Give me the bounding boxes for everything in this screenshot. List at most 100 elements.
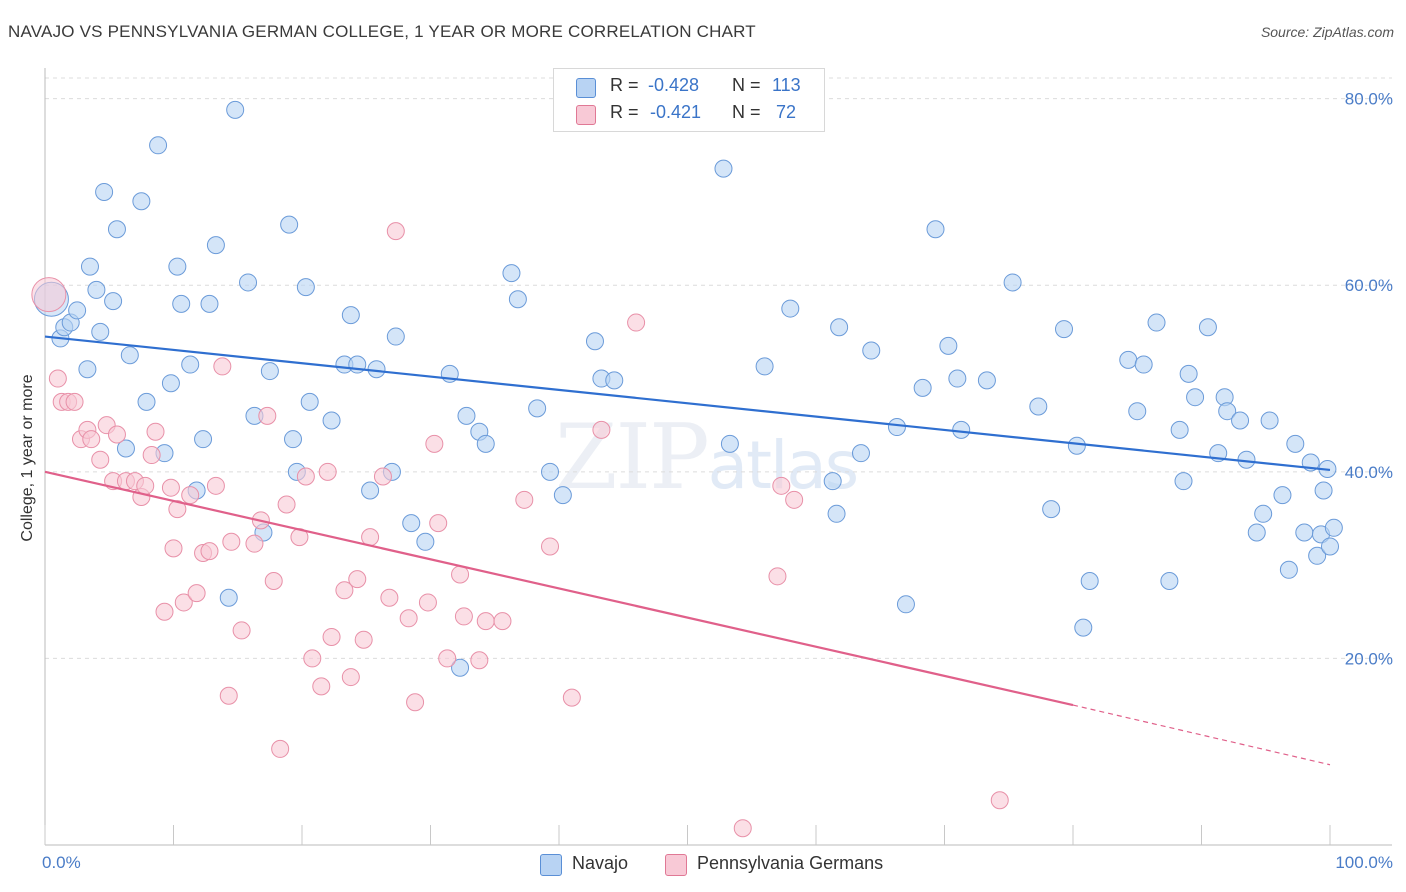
pa-german-point xyxy=(476,612,495,631)
navajo-point xyxy=(827,504,846,523)
navajo-point xyxy=(284,430,303,449)
navajo-point xyxy=(1003,273,1022,292)
pa-german-point xyxy=(322,627,341,646)
navajo-point xyxy=(1314,481,1333,500)
pa-german-point xyxy=(296,467,315,486)
pa-german-point xyxy=(768,567,787,586)
navajo-point xyxy=(952,420,971,439)
navajo-point xyxy=(168,257,187,276)
pa-german-point xyxy=(406,693,425,712)
navajo-point xyxy=(896,595,915,614)
navajo-point xyxy=(206,236,225,255)
navajo-point xyxy=(1273,486,1292,505)
navajo-point xyxy=(1174,472,1193,491)
navajo-point xyxy=(528,399,547,418)
pa-german-point xyxy=(200,542,219,561)
navajo-point xyxy=(341,306,360,325)
navajo-point xyxy=(296,278,315,297)
pa-german-point xyxy=(627,313,646,332)
navajo-point xyxy=(1254,504,1273,523)
navajo-point xyxy=(149,136,168,155)
pa-german-point xyxy=(592,420,611,439)
navajo-point xyxy=(926,220,945,239)
legend-n-label: N = xyxy=(732,75,761,95)
navajo-point xyxy=(862,341,881,360)
pa-german-point xyxy=(386,222,405,241)
navajo-point xyxy=(451,658,470,677)
pa-german-point xyxy=(219,686,238,705)
navajo-point xyxy=(457,406,476,425)
pa-german-point xyxy=(264,571,283,590)
navajo-point xyxy=(1321,537,1339,556)
navajo-point xyxy=(1128,402,1147,421)
legend-r-label: R = xyxy=(610,102,639,122)
pa-german-point xyxy=(303,649,322,668)
pa-german-point xyxy=(348,570,367,589)
legend-r-label: R = xyxy=(610,75,639,95)
bottom-legend-label-pa-german: Pennsylvania Germans xyxy=(697,853,884,873)
navajo-point xyxy=(1080,571,1099,590)
navajo-point xyxy=(948,369,967,388)
pa-german-point xyxy=(451,565,470,584)
navajo-point xyxy=(913,378,932,397)
pa-german-point xyxy=(181,486,200,505)
pa-german-point xyxy=(277,495,296,514)
pa-german-point xyxy=(245,534,264,553)
navajo-point xyxy=(1286,434,1305,453)
navajo-point xyxy=(502,264,521,283)
navajo-point xyxy=(1160,571,1179,590)
navajo-point xyxy=(200,294,219,313)
navajo-point xyxy=(78,360,97,379)
pa-german-point xyxy=(438,649,457,668)
pa-german-point xyxy=(515,490,534,509)
navajo-point xyxy=(1042,500,1061,519)
navajo-point xyxy=(1279,560,1298,579)
navajo-point xyxy=(226,100,245,119)
navajo-point xyxy=(1295,523,1314,542)
navajo-point xyxy=(1029,397,1048,416)
pa-german-point xyxy=(174,593,193,612)
navajo-point xyxy=(508,290,527,309)
navajo-point xyxy=(1231,411,1250,430)
pa-german-point xyxy=(335,581,354,600)
pa-german-point xyxy=(222,532,241,551)
navajo-point xyxy=(107,220,126,239)
navajo-point xyxy=(116,439,135,458)
navajo-point xyxy=(219,588,238,607)
y-tick-label: 20.0% xyxy=(1345,649,1393,668)
pa-german-point xyxy=(258,406,277,425)
navajo-point xyxy=(1247,523,1266,542)
navajo-point xyxy=(851,444,870,463)
bottom-legend-swatch-navajo xyxy=(540,854,562,876)
pa-german-point xyxy=(142,446,161,465)
navajo-point xyxy=(104,292,123,311)
navajo-point xyxy=(1186,388,1205,407)
pa-german-point xyxy=(785,490,804,509)
pa-german-point xyxy=(425,434,444,453)
navajo-trend-line xyxy=(44,335,1331,472)
navajo-point xyxy=(553,486,572,505)
legend-n-value: 72 xyxy=(776,102,797,122)
navajo-point xyxy=(120,346,139,365)
navajo-point xyxy=(939,336,958,355)
pa-german-point xyxy=(164,539,183,558)
pa-german-point xyxy=(312,677,331,696)
x-tick-label: 0.0% xyxy=(42,853,81,872)
navajo-point xyxy=(1179,364,1198,383)
pa-german-trend-line xyxy=(44,470,1074,707)
pa-german-point xyxy=(161,478,180,497)
pa-german-point xyxy=(733,819,752,838)
navajo-point xyxy=(823,472,842,491)
pa-german-point xyxy=(187,584,206,603)
navajo-point xyxy=(137,392,156,411)
pa-german-point xyxy=(232,621,251,640)
navajo-point xyxy=(280,215,299,234)
legend-n-value: 113 xyxy=(772,75,801,95)
navajo-point xyxy=(977,371,996,390)
pa-german-point xyxy=(373,467,392,486)
pa-german-point xyxy=(361,528,380,547)
navajo-point xyxy=(830,318,849,337)
y-tick-label: 60.0% xyxy=(1345,276,1393,295)
pa-german-point xyxy=(418,593,437,612)
navajo-point xyxy=(755,357,774,376)
